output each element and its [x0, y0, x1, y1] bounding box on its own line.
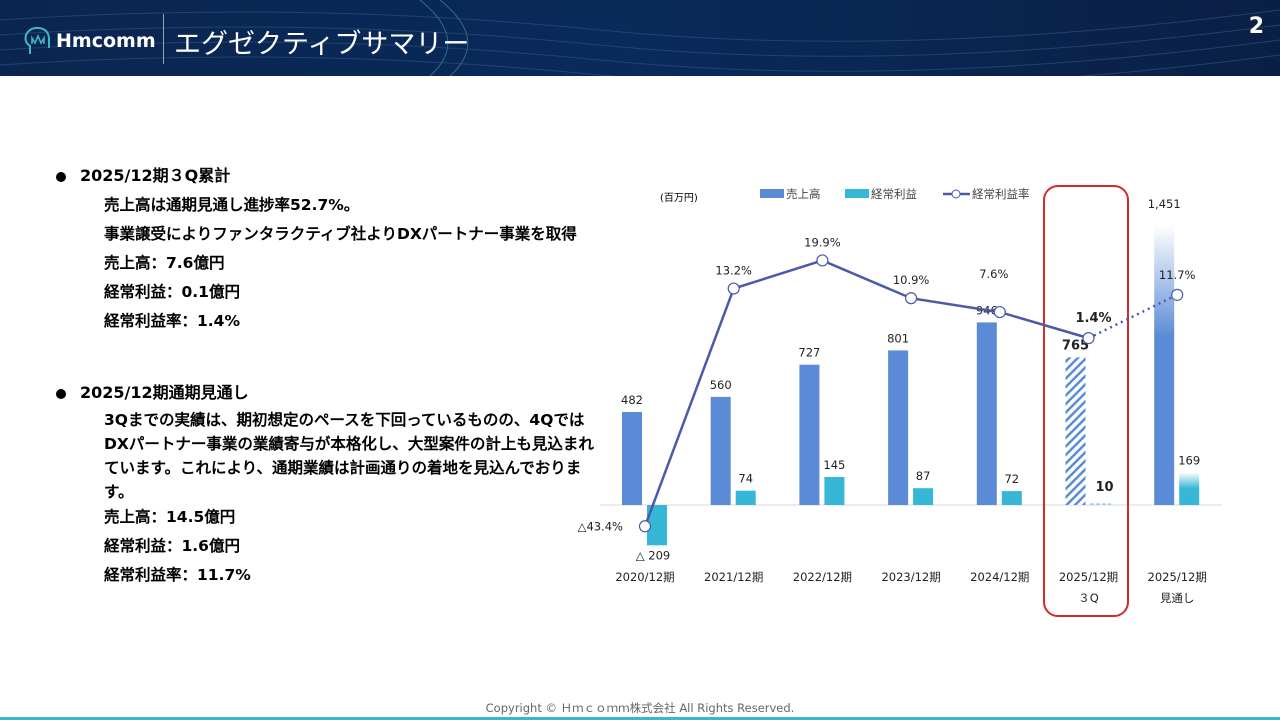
- bullet-icon: [56, 388, 66, 399]
- profit-bar: [824, 477, 845, 505]
- sales-bar: [1065, 357, 1086, 505]
- sales-label: 482: [621, 393, 643, 407]
- profit-label: △ 209: [636, 548, 670, 562]
- profit-bar: [1179, 472, 1200, 505]
- category-label: 2023/12期: [881, 570, 940, 584]
- rate-line-forecast: [1087, 293, 1178, 340]
- header-banner: Hmcomm エグゼクティブサマリー 2: [0, 0, 1280, 76]
- bullet-icon: [56, 171, 66, 182]
- section1-line: 売上高：7.6億円: [104, 254, 225, 272]
- rate-marker: [727, 282, 740, 295]
- highlight-box: [1043, 185, 1129, 617]
- section2-heading: 2025/12期通期見通し: [56, 379, 249, 403]
- rate-line: [643, 259, 1089, 527]
- category-label: ３Q: [1078, 591, 1099, 605]
- profit-label: 169: [1178, 453, 1200, 467]
- profit-bar: [735, 490, 756, 505]
- legend: 売上高 経常利益 経常利益率: [760, 187, 1030, 201]
- profit-label: 10: [1095, 480, 1113, 495]
- sales-label: 560: [710, 378, 732, 392]
- header-divider: [163, 14, 164, 64]
- category-label: 2022/12期: [793, 570, 852, 584]
- unit-label: (百万円): [660, 192, 698, 204]
- sales-bar: [888, 350, 909, 505]
- rate-label: 13.2%: [715, 264, 752, 278]
- sales-label: 1,451: [1148, 197, 1181, 211]
- profit-label: 74: [738, 472, 753, 486]
- category-label: 2024/12期: [970, 570, 1029, 584]
- section1-heading: 2025/12期３Q累計: [56, 162, 230, 186]
- profit-label: 145: [823, 458, 845, 472]
- section1-line: 経常利益率：1.4%: [104, 312, 240, 330]
- rate-label: △43.4%: [578, 519, 623, 533]
- section2-paragraph: 3Qまでの実績は、期初想定のペースを下回っているものの、4QではDXパートナー事…: [104, 411, 594, 501]
- logo-text: Hmcomm: [56, 30, 156, 52]
- footer-bar: [0, 717, 1280, 720]
- legend-swatch-sales: [760, 189, 784, 198]
- category-label: 2025/12期: [1059, 570, 1118, 584]
- head-logo-icon: [24, 26, 50, 54]
- legend-label-rate: 経常利益率: [972, 187, 1030, 201]
- sales-label: 801: [887, 331, 909, 345]
- rate-label: 1.4%: [1075, 311, 1111, 326]
- rate-marker: [638, 520, 652, 533]
- legend-marker-rate: [951, 189, 961, 199]
- section2-line: 経常利益率：11.7%: [104, 566, 251, 584]
- page-number: 2: [1248, 14, 1264, 39]
- hmcomm-logo: Hmcomm: [22, 26, 156, 56]
- sales-bar: [799, 364, 820, 505]
- legend-swatch-profit: [845, 189, 869, 198]
- section2-heading-text: 2025/12期通期見通し: [80, 383, 249, 402]
- rate-marker: [1082, 332, 1095, 345]
- profit-bar: [913, 488, 934, 505]
- rate-marker: [1171, 288, 1184, 301]
- sales-bar: [976, 322, 997, 505]
- sales-label: 765: [1062, 338, 1089, 353]
- profit-bar: [1001, 491, 1022, 505]
- rate-marker: [993, 305, 1006, 319]
- profit-label: 72: [1004, 472, 1019, 486]
- rate-label: 11.7%: [1159, 268, 1196, 282]
- legend-label-sales: 売上高: [786, 187, 821, 201]
- section1-heading-text: 2025/12期３Q累計: [80, 166, 231, 185]
- wave-pattern: [0, 0, 1280, 76]
- rate-label: 10.9%: [893, 273, 930, 287]
- rate-label: 19.9%: [804, 235, 841, 249]
- section2-line: 売上高：14.5億円: [104, 508, 236, 526]
- section1-line: 事業譲受によりファンタラクティブ社よりDXパートナー事業を取得: [104, 225, 577, 243]
- copyright: Copyright © Ｈｍｃｏｍｍ株式会社 All Rights Reserv…: [485, 701, 795, 715]
- category-label: 見通し: [1160, 591, 1195, 605]
- section1-line: 売上高は通期見通し進捗率52.7%。: [104, 196, 360, 214]
- section2-line: 経常利益：1.6億円: [104, 537, 240, 555]
- rate-marker: [816, 254, 829, 267]
- page-title: エグゼクティブサマリー: [174, 29, 470, 60]
- sales-label: 727: [798, 346, 820, 360]
- category-label: 2025/12期: [1148, 570, 1207, 584]
- profit-bar: [647, 505, 667, 546]
- category-label: 2021/12期: [704, 570, 763, 584]
- legend-label-profit: 経常利益: [871, 187, 917, 201]
- category-label: 2020/12期: [615, 570, 674, 584]
- rate-marker: [904, 292, 918, 305]
- sales-bar: [622, 411, 642, 505]
- rate-label: 7.6%: [979, 267, 1008, 281]
- section1-line: 経常利益：0.1億円: [104, 283, 240, 301]
- sales-bar: [710, 396, 731, 505]
- profit-label: 87: [916, 469, 931, 483]
- sales-bar: [1154, 224, 1175, 505]
